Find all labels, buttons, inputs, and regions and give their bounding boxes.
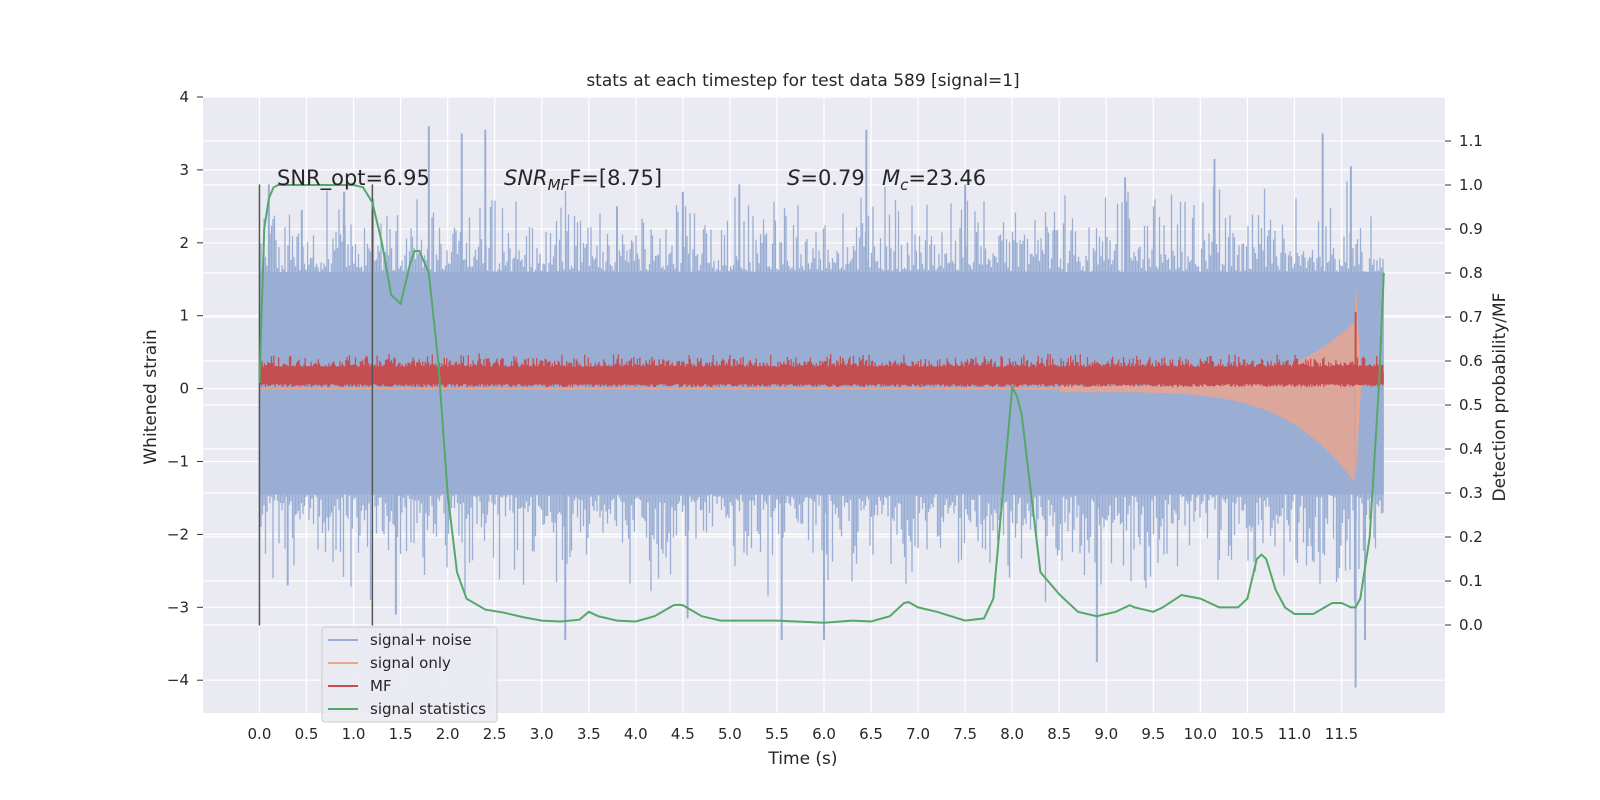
x-tick-label: 0.0 [248,725,272,743]
s-symbol: S [787,166,800,190]
x-tick-label: 2.0 [436,725,460,743]
annotation-snr-opt: SNR_opt=6.95 [277,166,430,191]
x-tick-label: 8.0 [1000,725,1024,743]
x-tick-label: 1.0 [342,725,366,743]
y-axis-label: Whitened strain [141,329,161,464]
y-tick-label: 0 [179,380,189,398]
x-tick-label: 2.5 [483,725,507,743]
y2-tick-label: 1.0 [1459,176,1483,194]
y2-tick-label: 1.1 [1459,132,1483,150]
y-tick-label: −3 [167,598,189,616]
x-tick-label: 5.5 [765,725,789,743]
x-axis-label: Time (s) [767,749,837,769]
y2-tick-label: 0.7 [1459,308,1483,326]
annotation-mc-value: Mc=23.46 [882,166,986,194]
x-tick-label: 7.0 [906,725,930,743]
y2-axis-label: Detection probability/MF [1490,293,1510,502]
x-tick-label: 3.0 [530,725,554,743]
mc-number: =23.46 [908,166,986,190]
snr-mf-rest: F=[8.75] [569,166,662,190]
statistics-line [258,184,1385,624]
x-tick-label: 9.5 [1141,725,1165,743]
annotation-snr-mf: SNRMFF=[8.75] [504,166,662,194]
y-tick-labels: 4 3 2 1 0 −1 −2 −3 −4 [167,88,203,689]
x-tick-label: 6.0 [812,725,836,743]
x-tick-label: 5.0 [718,725,742,743]
s-number: =0.79 [800,166,864,190]
y-tick-label: 3 [179,161,189,179]
y2-tick-label: 0.3 [1459,484,1483,502]
x-tick-label: 9.0 [1094,725,1118,743]
y2-tick-label: 0.8 [1459,264,1483,282]
x-tick-label: 7.5 [953,725,977,743]
snr-mf-sub: MF [548,176,570,194]
y-tick-label: −4 [167,671,189,689]
x-tick-label: 8.5 [1047,725,1071,743]
y2-tick-label: 0.6 [1459,352,1483,370]
x-tick-label: 10.0 [1184,725,1217,743]
x-tick-label: 6.5 [859,725,883,743]
legend: signal+ noise signal only MF signal stat… [321,626,498,723]
annotation-s-value: S=0.79 [787,166,865,190]
y2-tick-label: 0.2 [1459,528,1483,546]
x-tick-label: 11.5 [1325,725,1358,743]
y-tick-label: 1 [179,307,189,325]
y2-tick-label: 0.4 [1459,440,1483,458]
y-tick-label: 4 [179,88,189,106]
y2-tick-label: 0.5 [1459,396,1483,414]
y-tick-label: −2 [167,525,189,543]
mc-symbol: M [882,166,900,190]
y2-tick-labels: 1.1 1.0 0.9 0.8 0.7 0.6 0.5 0.4 0.3 0.2 0.1 0.0 [1445,132,1483,634]
x-tick-labels: 0.0 0.5 1.0 1.5 2.0 2.5 3.0 3.5 4.0 4.5 5.0 5.5 6.0 6… [248,725,1359,743]
legend-label-signal-only: signal only [370,654,451,672]
mc-sub: c [900,176,909,194]
x-tick-label: 0.5 [295,725,319,743]
x-tick-label: 4.5 [671,725,695,743]
mf-core [259,372,1384,385]
y2-tick-label: 0.0 [1459,616,1483,634]
chart-title: stats at each timestep for test data 589… [586,71,1019,91]
legend-label-signal-statistics: signal statistics [370,700,486,718]
snr-mf-base: SNR [504,166,548,190]
y-tick-label: −1 [167,452,189,470]
series-signal-statistics [258,184,1385,624]
chirp-envelope [1059,321,1355,483]
y2-tick-label: 0.1 [1459,572,1483,590]
legend-label-signal-noise: signal+ noise [370,631,472,649]
x-tick-label: 1.5 [389,725,413,743]
vertical-markers [258,184,374,626]
legend-box [321,626,498,723]
x-tick-label: 3.5 [577,725,601,743]
x-tick-label: 10.5 [1231,725,1264,743]
y-tick-label: 2 [179,234,189,252]
x-tick-label: 11.0 [1278,725,1311,743]
x-tick-label: 4.0 [624,725,648,743]
y2-tick-label: 0.9 [1459,220,1483,238]
legend-label-mf: MF [370,677,392,695]
